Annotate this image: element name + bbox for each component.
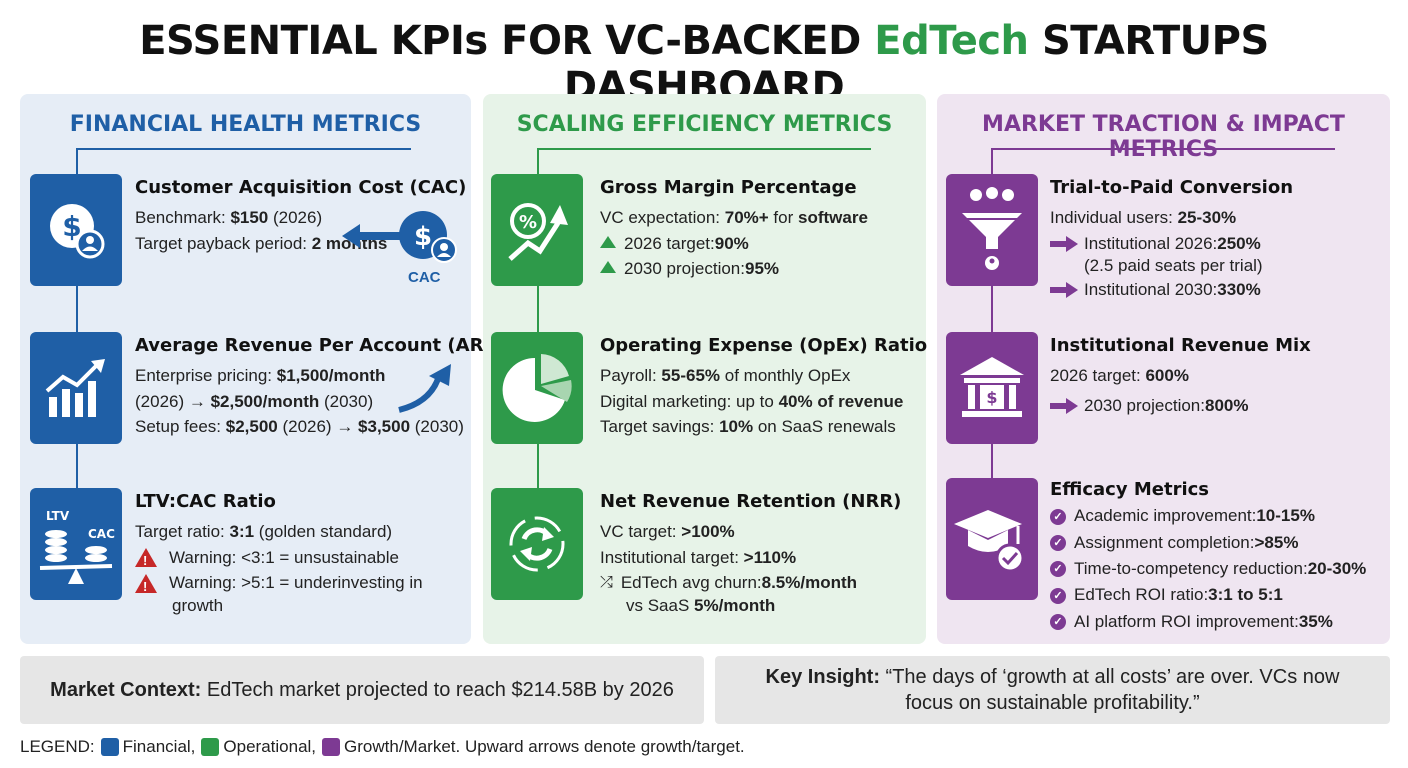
svg-text:$: $ xyxy=(986,388,997,407)
percent-growth-icon: % xyxy=(491,174,583,286)
check-icon: ✓ xyxy=(1050,613,1066,630)
efficacy-heading: Efficacy Metrics xyxy=(1050,479,1210,500)
balance-scale-icon: LTV CAC xyxy=(30,488,122,600)
funnel-users-icon xyxy=(946,174,1038,286)
efficacy-item: ✓ EdTech ROI ratio: 3:1 to 5:1 xyxy=(1050,582,1366,608)
market-traction-panel: MARKET TRACTION & IMPACT METRICS Trial-t… xyxy=(937,94,1390,644)
cac-badge-icon: $ xyxy=(399,211,457,263)
scaling-efficiency-panel: SCALING EFFICIENCY METRICS % Gross Margi… xyxy=(483,94,928,644)
connector-line xyxy=(537,148,871,150)
growth-chart-icon xyxy=(322,738,341,756)
check-icon: ✓ xyxy=(1050,534,1066,551)
curved-up-arrow-icon xyxy=(398,364,451,413)
opex-block: Operating Expense (OpEx) Ratio Payroll: … xyxy=(600,335,928,437)
bank-building-icon: $ xyxy=(946,332,1038,444)
right-arrow-icon xyxy=(1050,235,1078,252)
pie-chart-icon xyxy=(491,332,583,444)
left-arrow-icon xyxy=(342,224,410,248)
svg-text:$: $ xyxy=(62,210,81,243)
efficacy-item: ✓ Time-to-competency reduction: 20-30% xyxy=(1050,556,1366,582)
growth-bars-icon xyxy=(30,332,122,444)
revenue-mix-block: Institutional Revenue Mix 2026 target: 6… xyxy=(1050,335,1311,415)
check-icon: ✓ xyxy=(1050,508,1066,525)
nrr-block: Net Revenue Retention (NRR) VC target: >… xyxy=(600,491,902,615)
key-insight-box: Key Insight: “The days of ‘growth at all… xyxy=(715,656,1390,724)
ltv-heading: LTV:CAC Ratio xyxy=(135,491,276,512)
right-arrow-icon xyxy=(1050,397,1078,414)
financial-user-icon xyxy=(100,738,119,756)
efficacy-block: Efficacy Metrics ✓ Academic improvement: … xyxy=(1050,478,1366,635)
warning-icon xyxy=(135,548,157,571)
traction-panel-title: MARKET TRACTION & IMPACT METRICS xyxy=(982,112,1345,162)
scaling-panel-title: SCALING EFFICIENCY METRICS xyxy=(516,112,893,137)
graduation-cap-icon xyxy=(946,478,1038,600)
mix-heading: Institutional Revenue Mix xyxy=(1050,335,1311,356)
gross-margin-block: Gross Margin Percentage VC expectation: … xyxy=(600,177,868,279)
cac-badge-label: CAC xyxy=(408,269,441,286)
connector-line xyxy=(76,148,411,150)
cac-block: Customer Acquisition Cost (CAC) Benchmar… xyxy=(135,177,467,253)
warning-icon xyxy=(135,573,157,596)
svg-text:LTV: LTV xyxy=(46,509,70,523)
trial-to-paid-block: Trial-to-Paid Conversion Individual user… xyxy=(1050,177,1294,299)
svg-text:$: $ xyxy=(414,222,432,252)
nrr-heading: Net Revenue Retention (NRR) xyxy=(600,491,902,512)
up-arrow-icon xyxy=(600,235,616,248)
market-context-box: Market Context: EdTech market projected … xyxy=(20,656,704,724)
right-arrow-icon xyxy=(1050,281,1078,298)
legend: LEGEND: Financial, Operational, Growth/M… xyxy=(20,737,745,756)
financial-health-panel: FINANCIAL HEALTH METRICS $ Customer Acqu… xyxy=(20,94,517,644)
connector-line xyxy=(991,148,1335,150)
dollar-user-icon: $ xyxy=(30,174,122,286)
efficacy-item: ✓ AI platform ROI improvement: 35% xyxy=(1050,609,1366,635)
efficacy-item: ✓ Academic improvement: 10-15% xyxy=(1050,503,1366,529)
arpa-heading: Average Revenue Per Account (ARPA) xyxy=(135,335,518,356)
refresh-cycle-icon xyxy=(491,488,583,600)
gm-heading: Gross Margin Percentage xyxy=(600,177,857,198)
operational-pie-icon xyxy=(201,738,220,756)
arpa-block: Average Revenue Per Account (ARPA) Enter… xyxy=(135,335,518,437)
svg-text:%: % xyxy=(519,212,537,233)
shuffle-icon: ⤮ xyxy=(600,574,613,592)
check-icon: ✓ xyxy=(1050,587,1066,604)
check-icon: ✓ xyxy=(1050,561,1066,578)
up-arrow-icon xyxy=(600,261,616,274)
svg-text:CAC: CAC xyxy=(88,527,115,541)
trial-heading: Trial-to-Paid Conversion xyxy=(1050,177,1294,198)
ltv-cac-block: LTV:CAC Ratio Target ratio: 3:1 (golden … xyxy=(135,490,423,616)
opex-heading: Operating Expense (OpEx) Ratio xyxy=(600,335,928,356)
efficacy-item: ✓ Assignment completion: >85% xyxy=(1050,530,1366,556)
cac-heading: Customer Acquisition Cost (CAC) xyxy=(135,177,467,198)
financial-panel-title: FINANCIAL HEALTH METRICS xyxy=(69,112,422,137)
